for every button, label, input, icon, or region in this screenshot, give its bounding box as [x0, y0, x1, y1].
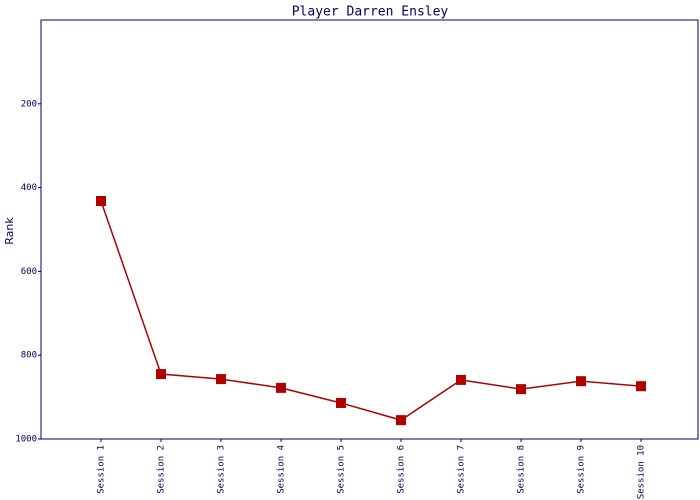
x-tick-label: Session 6: [397, 445, 407, 494]
y-tick-label: 800: [21, 351, 37, 361]
x-tick-label: Session 1: [97, 445, 107, 494]
data-point: [636, 381, 646, 392]
data-point: [516, 384, 526, 395]
chart-title: Player Darren Ensley: [292, 5, 449, 20]
data-point: [276, 382, 286, 393]
x-tick-label: Session 4: [277, 445, 287, 494]
data-point: [456, 374, 466, 385]
plot-frame: [40, 19, 699, 440]
data-point: [336, 397, 346, 408]
x-tick-label: Session 7: [457, 445, 467, 494]
y-tick-label: 200: [21, 99, 37, 109]
y-tick-label: 1000: [15, 435, 37, 445]
x-tick-label: Session 5: [337, 445, 347, 494]
data-point: [396, 415, 406, 426]
x-tick-label: Session 8: [517, 445, 527, 494]
data-point: [216, 374, 226, 385]
x-tick-label: Session 2: [157, 445, 167, 494]
x-tick-label: Session 10: [637, 445, 647, 499]
series-line: [100, 200, 642, 421]
x-tick-label: Session 9: [577, 445, 587, 494]
y-tick-label: 600: [21, 267, 37, 277]
y-axis-label: Rank: [3, 217, 16, 245]
y-tick-label: 400: [21, 183, 37, 193]
data-point: [96, 196, 106, 207]
data-point: [576, 376, 586, 387]
data-point: [156, 369, 166, 380]
x-tick-label: Session 3: [217, 445, 227, 494]
